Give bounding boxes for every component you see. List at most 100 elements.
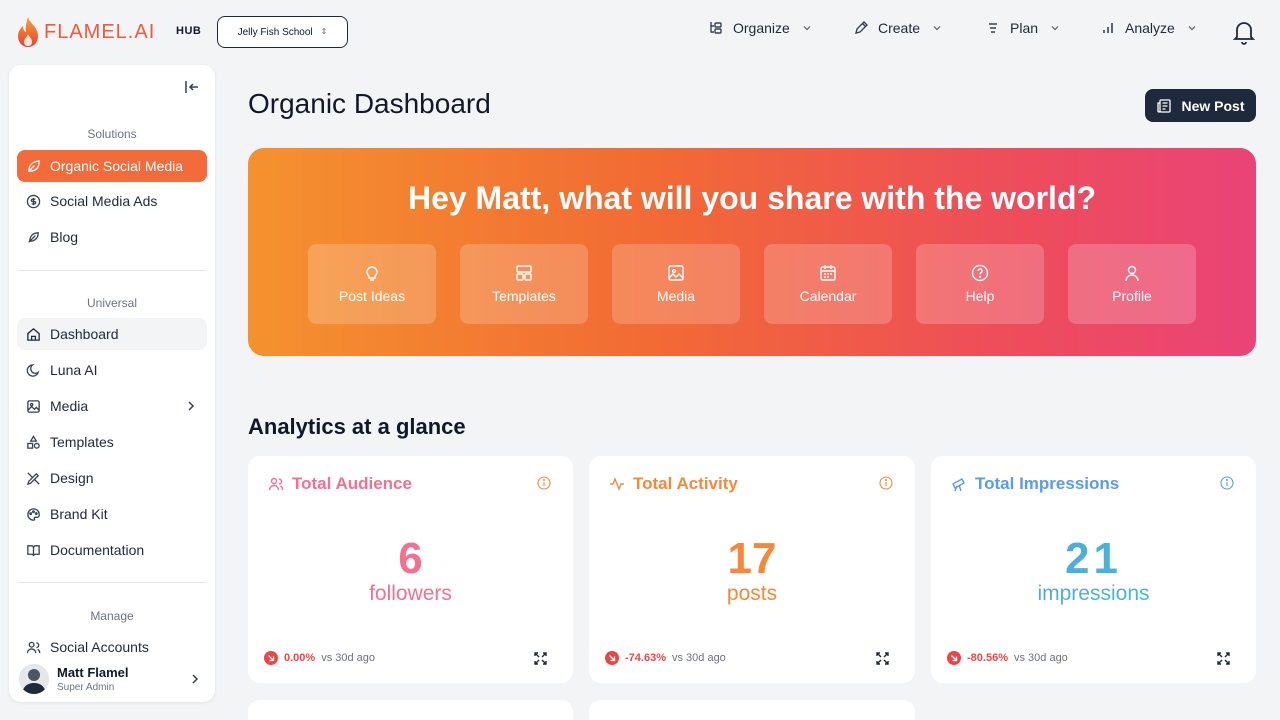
nav-plan[interactable]: Plan bbox=[985, 20, 1060, 36]
analytics-title: Analytics at a glance bbox=[248, 414, 466, 439]
trend-down-icon bbox=[264, 651, 278, 665]
workspace-selector[interactable]: Jelly Fish School ⇕ bbox=[217, 16, 348, 48]
tile-profile[interactable]: Profile bbox=[1068, 244, 1196, 324]
user-info: Matt Flamel Super Admin bbox=[57, 665, 129, 693]
section-solutions: Solutions bbox=[87, 127, 137, 141]
palette-icon bbox=[27, 507, 40, 521]
feather-icon bbox=[28, 231, 39, 243]
sidebar-item-label: Organic Social Media bbox=[50, 158, 184, 174]
hero-greeting: Hey Matt, what will you share with the w… bbox=[407, 180, 1097, 216]
pen-tool-icon bbox=[26, 471, 40, 485]
user-name: Matt Flamel bbox=[57, 664, 129, 680]
section-universal: Universal bbox=[86, 296, 137, 310]
tile-templates[interactable]: Templates bbox=[460, 244, 588, 324]
sidebar-item-documentation[interactable]: Documentation bbox=[17, 534, 207, 566]
bell-icon[interactable] bbox=[1232, 19, 1256, 45]
user-avatar-image bbox=[19, 663, 49, 694]
info-icon[interactable] bbox=[1220, 476, 1234, 490]
pen-icon bbox=[855, 21, 868, 34]
chevron-down-icon bbox=[803, 26, 811, 31]
sidebar-item-label: Brand Kit bbox=[50, 506, 108, 522]
sidebar: Solutions Organic Social Media Social Me… bbox=[9, 65, 215, 702]
nav-organize-label: Organize bbox=[733, 20, 790, 36]
moon-icon bbox=[26, 363, 40, 377]
change-percent: -74.63% bbox=[625, 652, 666, 664]
expand-icon[interactable] bbox=[1217, 652, 1230, 665]
sidebar-item-social-accounts[interactable]: Social Accounts bbox=[17, 631, 207, 663]
card-title: Total Impressions bbox=[975, 474, 1120, 493]
new-post-button[interactable]: New Post bbox=[1145, 89, 1256, 122]
sidebar-item-media[interactable]: Media bbox=[17, 390, 207, 422]
tile-media[interactable]: Media bbox=[612, 244, 740, 324]
sidebar-item-label: Blog bbox=[50, 229, 79, 245]
tile-label: Media bbox=[656, 288, 696, 304]
tile-label: Help bbox=[965, 288, 995, 304]
sidebar-item-luna-ai[interactable]: Luna AI bbox=[17, 354, 207, 386]
sidebar-item-blog[interactable]: Blog bbox=[17, 221, 207, 253]
chevron-down-icon bbox=[933, 26, 941, 31]
change-percent: -80.56% bbox=[967, 652, 1008, 664]
nav-create[interactable]: Create bbox=[853, 20, 942, 36]
lightbulb-icon bbox=[366, 266, 378, 281]
workspace-name: Jelly Fish School bbox=[237, 26, 313, 38]
tile-post-ideas[interactable]: Post Ideas bbox=[308, 244, 436, 324]
sidebar-item-label: Media bbox=[50, 398, 89, 414]
sidebar-item-label: Luna AI bbox=[50, 362, 98, 378]
collapse-sidebar-icon[interactable] bbox=[184, 79, 200, 95]
sidebar-item-dashboard[interactable]: Dashboard bbox=[17, 318, 207, 350]
sidebar-item-label: Social Media Ads bbox=[50, 193, 158, 209]
card-total-audience: Total Audience 6 followers 0.00% vs 30d … bbox=[248, 456, 573, 683]
card-value: 6 bbox=[398, 534, 423, 583]
help-icon bbox=[971, 264, 989, 282]
user-profile-menu[interactable]: Matt Flamel Super Admin bbox=[9, 655, 215, 702]
sidebar-item-social-media-ads[interactable]: Social Media Ads bbox=[17, 185, 207, 217]
tile-label: Templates bbox=[492, 288, 556, 304]
avatar bbox=[19, 663, 49, 694]
card-total-activity: Total Activity 17 posts -74.63% vs 30d a… bbox=[589, 456, 915, 683]
trend-down-icon bbox=[947, 651, 961, 665]
card-partial bbox=[589, 700, 915, 720]
change-percent: 0.00% bbox=[284, 652, 316, 664]
chevron-down-icon bbox=[1051, 26, 1059, 31]
tile-label: Post Ideas bbox=[338, 288, 406, 304]
image-icon bbox=[668, 265, 684, 281]
tile-label: Calendar bbox=[799, 288, 857, 304]
card-change: -80.56% vs 30d ago bbox=[947, 651, 1068, 665]
section-manage: Manage bbox=[90, 609, 134, 623]
layout-icon bbox=[516, 265, 532, 281]
sidebar-item-templates[interactable]: Templates bbox=[17, 426, 207, 458]
tile-help[interactable]: Help bbox=[916, 244, 1044, 324]
expand-icon[interactable] bbox=[534, 652, 547, 665]
page-title: Organic Dashboard bbox=[248, 88, 491, 119]
users-icon bbox=[26, 641, 41, 653]
hub-label: HUB bbox=[176, 25, 202, 37]
image-icon bbox=[27, 399, 40, 413]
sidebar-item-design[interactable]: Design bbox=[17, 462, 207, 494]
sidebar-item-label: Social Accounts bbox=[50, 639, 149, 655]
card-value: 17 bbox=[727, 534, 777, 583]
list-icon bbox=[989, 23, 997, 33]
sidebar-item-organic-social-media[interactable]: Organic Social Media bbox=[17, 150, 207, 182]
info-icon[interactable] bbox=[879, 476, 893, 490]
sidebar-divider bbox=[17, 270, 207, 271]
brand-logo[interactable]: FLAMEL.AI bbox=[16, 16, 155, 48]
nav-plan-label: Plan bbox=[1010, 20, 1039, 36]
sidebar-item-label: Design bbox=[50, 470, 94, 486]
card-title: Total Activity bbox=[633, 474, 738, 493]
home-icon bbox=[27, 327, 40, 341]
user-icon bbox=[1125, 265, 1139, 282]
sidebar-item-label: Templates bbox=[50, 434, 114, 450]
change-compare: vs 30d ago bbox=[1013, 652, 1068, 664]
card-unit: impressions bbox=[931, 582, 1256, 606]
info-icon[interactable] bbox=[537, 476, 551, 490]
chevron-right-icon bbox=[192, 674, 199, 684]
nav-create-label: Create bbox=[878, 20, 921, 36]
tile-calendar[interactable]: Calendar bbox=[764, 244, 892, 324]
flame-logo-icon bbox=[18, 17, 38, 47]
expand-icon[interactable] bbox=[876, 652, 889, 665]
brand-name: FLAMEL.AI bbox=[44, 20, 156, 43]
nav-organize[interactable]: Organize bbox=[708, 20, 812, 36]
card-partial bbox=[248, 700, 573, 720]
nav-analyze[interactable]: Analyze bbox=[1100, 20, 1197, 36]
sidebar-item-brand-kit[interactable]: Brand Kit bbox=[17, 498, 207, 530]
